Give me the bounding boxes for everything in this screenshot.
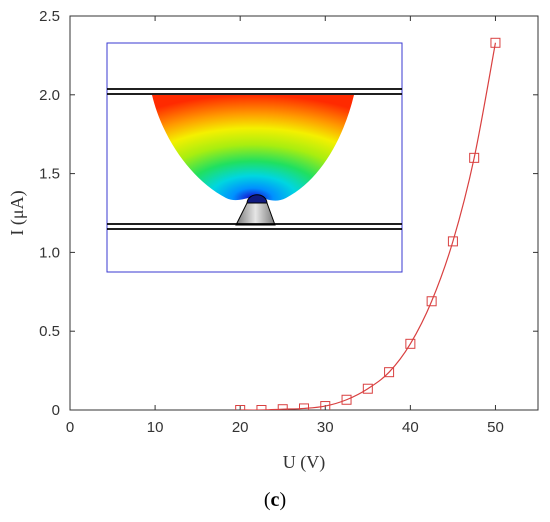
data-point: [426, 296, 437, 307]
x-tick-label: 40: [402, 419, 419, 436]
data-point: [362, 383, 373, 394]
y-tick-label: 2.0: [39, 87, 60, 104]
data-point: [469, 152, 480, 163]
x-tick-label: 0: [66, 419, 74, 436]
y-tick-label: 1.5: [39, 166, 60, 183]
y-axis-title: I (μA): [7, 190, 28, 235]
data-point: [405, 338, 416, 349]
y-tick-label: 2.5: [39, 8, 60, 25]
data-point: [341, 394, 352, 405]
data-point: [235, 405, 246, 410]
top-electrode: [107, 88, 402, 95]
axis-ticks: [69, 15, 538, 411]
y-tick-label: 1.0: [39, 244, 60, 261]
x-tick-label: 30: [317, 419, 334, 436]
x-tick-label: 50: [487, 419, 504, 436]
x-tick-label: 10: [147, 419, 164, 436]
x-tick-labels: 0 10 20 30 40 50: [66, 419, 504, 436]
y-tick-label: 0.5: [39, 323, 60, 340]
data-point: [256, 405, 267, 410]
bottom-electrode: [107, 223, 402, 230]
series-markers: [235, 37, 501, 410]
plot-frame: [69, 15, 539, 411]
x-axis-title: U (V): [283, 452, 326, 473]
data-point: [384, 367, 395, 378]
data-point: [490, 37, 501, 48]
data-point: [447, 236, 458, 247]
x-tick-label: 20: [232, 419, 249, 436]
field-distribution: [152, 95, 354, 201]
inset-figure: [106, 42, 403, 273]
emitter-tip: [235, 202, 276, 226]
series-line: [240, 42, 497, 410]
data-point: [277, 404, 288, 410]
data-point: [299, 403, 309, 410]
y-tick-label: 0: [52, 402, 60, 419]
y-tick-labels: 0 0.5 1.0 1.5 2.0 2.5: [39, 8, 60, 419]
data-point: [320, 401, 331, 410]
panel-label: (c): [264, 489, 286, 511]
